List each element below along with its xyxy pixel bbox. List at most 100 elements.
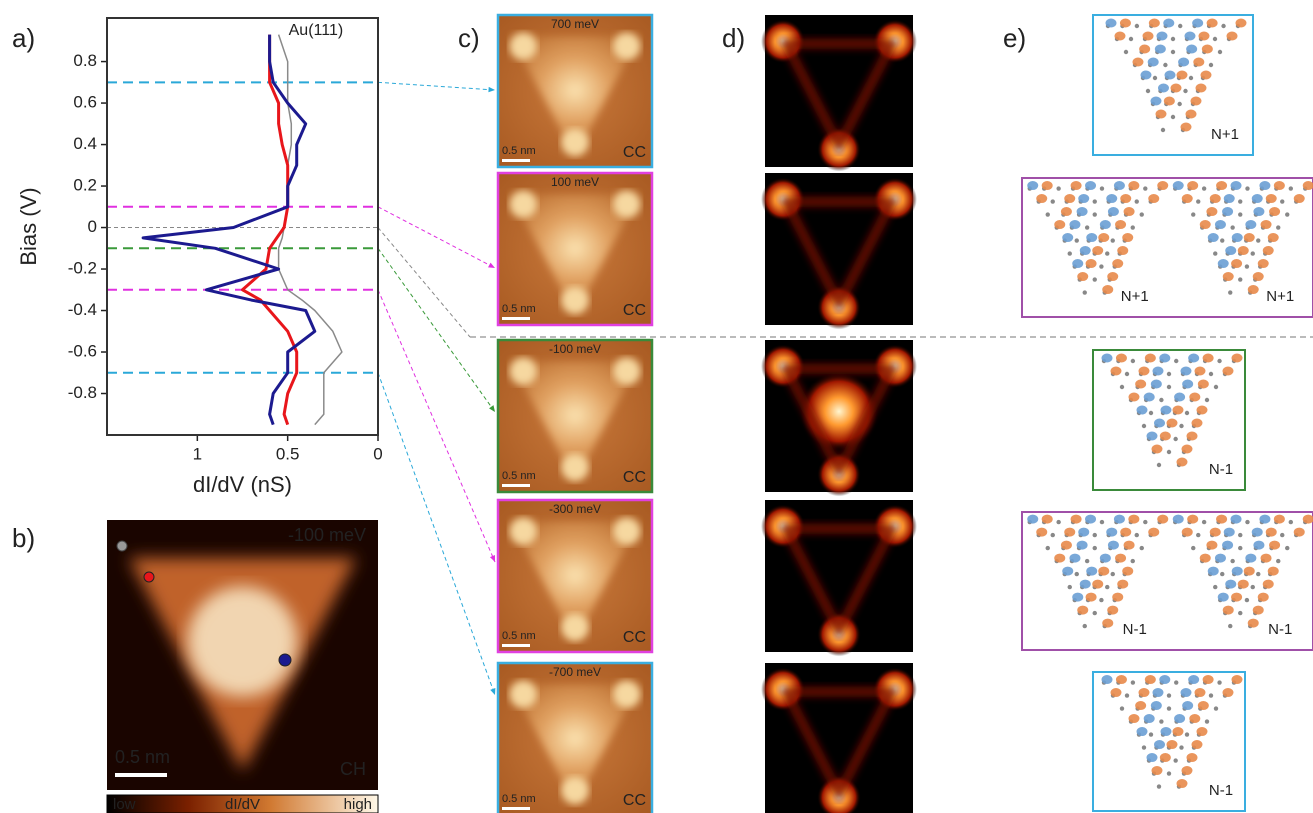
orbital-lobe — [1223, 367, 1234, 376]
orbital-lobe — [1258, 259, 1269, 268]
orbital-lobe — [1143, 32, 1154, 41]
orbital-lobe — [1112, 593, 1123, 602]
orbital-lobe — [1269, 541, 1280, 550]
atom — [1214, 706, 1218, 710]
orbital-lobe — [1154, 740, 1165, 749]
atom — [1209, 63, 1213, 67]
orbital-lobe — [1173, 406, 1184, 415]
atom — [1230, 225, 1234, 229]
orbital-lobe — [1232, 233, 1243, 242]
atom — [1149, 732, 1153, 736]
orbital-lobe — [1294, 528, 1305, 537]
orbital-lobe — [1085, 181, 1096, 190]
atom — [1230, 559, 1234, 563]
atom — [1218, 50, 1222, 54]
orbital-lobe — [1133, 58, 1144, 67]
y-tick-label: 0.8 — [73, 51, 97, 70]
orbital-lobe — [1092, 246, 1103, 255]
orbital-lobe — [1182, 445, 1193, 454]
atom — [1093, 546, 1097, 550]
orbital-lobe — [1102, 619, 1113, 628]
y-tick-label: 0.2 — [73, 176, 97, 195]
orbital-lobe — [1232, 675, 1243, 684]
orbital-lobe — [1117, 246, 1128, 255]
panel-label: c) — [458, 23, 480, 53]
atom — [1135, 24, 1139, 28]
orbital-lobe — [1080, 580, 1091, 589]
lobe — [613, 517, 641, 545]
atom — [1285, 212, 1289, 216]
atom — [1209, 372, 1213, 376]
orbital-lobe — [1114, 515, 1125, 524]
atom — [1238, 212, 1242, 216]
orbital-lobe — [1218, 593, 1229, 602]
y-tick-label: 0 — [88, 217, 97, 236]
orbital-lobe — [1173, 727, 1184, 736]
orbital-lobe — [1042, 515, 1053, 524]
orbital-lobe — [1080, 246, 1091, 255]
orbital-lobe — [1061, 207, 1072, 216]
atom — [1251, 251, 1255, 255]
atom — [1174, 359, 1178, 363]
orbital-lobe — [1225, 580, 1236, 589]
orbital-lobe — [1128, 181, 1139, 190]
y-axis-label: Bias (V) — [16, 187, 41, 265]
orbital-lobe — [1124, 207, 1135, 216]
stm-image — [498, 663, 652, 813]
atom — [1157, 463, 1161, 467]
orbital-lobe — [1189, 714, 1200, 723]
orbital-lobe — [1181, 367, 1192, 376]
orbital-lobe — [1157, 32, 1168, 41]
lobe — [561, 129, 589, 157]
orbital-lobe — [1100, 220, 1111, 229]
atom — [1157, 784, 1161, 788]
orbital-lobe — [1210, 528, 1221, 537]
mode-label: CC — [623, 629, 646, 646]
orbital-lobe — [1152, 445, 1163, 454]
orbital-lobe — [1124, 541, 1135, 550]
atom — [1245, 520, 1249, 524]
tip-position — [279, 654, 291, 666]
scale-label: 0.5 nm — [502, 630, 536, 642]
atom — [1173, 437, 1177, 441]
atom — [1125, 693, 1129, 697]
orbital-lobe — [1258, 593, 1269, 602]
atom — [1280, 533, 1284, 537]
connector-arrow — [378, 207, 495, 268]
orbital-lobe — [1266, 194, 1277, 203]
orbital-lobe — [1071, 515, 1082, 524]
atom — [1083, 290, 1087, 294]
orbital-lobe — [1192, 419, 1203, 428]
orbital-lobe — [1181, 688, 1192, 697]
atom — [1131, 680, 1135, 684]
orbital-lobe — [1027, 515, 1038, 524]
charge-label: N-1 — [1123, 621, 1147, 638]
charge-label: N-1 — [1209, 782, 1233, 799]
atom — [1256, 238, 1260, 242]
orbital-lobe — [1263, 580, 1274, 589]
orbital-lobe — [1154, 419, 1165, 428]
atom — [1146, 89, 1150, 93]
atom — [1085, 559, 1089, 563]
scale-bar — [502, 644, 530, 647]
orbital-lobe — [1210, 194, 1221, 203]
scale-bar — [115, 773, 167, 777]
orbital-lobe — [1216, 515, 1227, 524]
orbital-lobe — [1115, 554, 1126, 563]
orbital-lobe — [1198, 380, 1209, 389]
atom — [1075, 238, 1079, 242]
orbital-lobe — [1135, 701, 1146, 710]
atom — [1213, 251, 1217, 255]
orbital-lobe — [1227, 32, 1238, 41]
orbital-lobe — [1178, 58, 1189, 67]
simulated-map — [761, 15, 917, 171]
atom — [1105, 585, 1109, 589]
orbital-lobe — [1157, 515, 1168, 524]
atom — [1221, 24, 1225, 28]
atom — [1238, 199, 1242, 203]
orbital-lobe — [1216, 181, 1227, 190]
atom — [1159, 719, 1163, 723]
orbital-lobe — [1042, 181, 1053, 190]
atom — [1196, 199, 1200, 203]
panel-label: e) — [1003, 23, 1026, 53]
